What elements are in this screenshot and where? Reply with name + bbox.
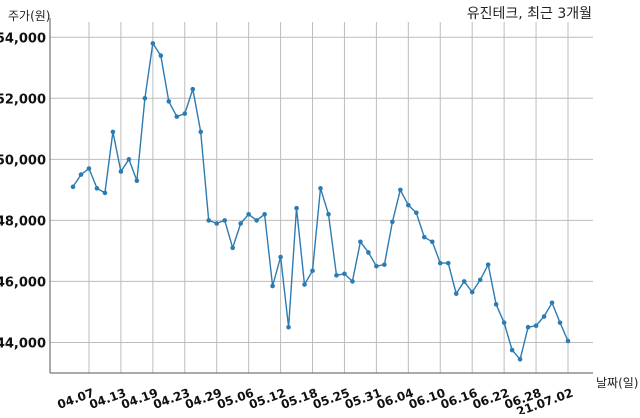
data-point xyxy=(485,262,491,267)
data-point xyxy=(150,41,156,46)
data-point xyxy=(310,268,315,274)
data-point xyxy=(493,302,499,307)
data-point xyxy=(509,347,515,353)
data-point xyxy=(517,356,523,362)
price-line xyxy=(72,42,569,360)
data-point xyxy=(382,262,387,267)
data-point xyxy=(469,289,475,295)
y-axis-label: 주가(원) xyxy=(8,9,50,23)
data-point xyxy=(174,114,180,119)
data-point xyxy=(334,273,339,278)
data-point xyxy=(182,111,188,116)
data-point xyxy=(358,239,363,245)
data-point xyxy=(78,172,84,177)
data-point xyxy=(453,291,459,296)
data-point xyxy=(429,239,435,245)
data-point xyxy=(501,320,507,325)
x-axis-label: 날짜(일) xyxy=(596,376,638,390)
data-point xyxy=(118,169,124,174)
data-point xyxy=(350,279,355,284)
data-point xyxy=(461,279,467,284)
y-tick-label: 46,000 xyxy=(0,275,46,290)
data-point xyxy=(142,96,148,101)
data-point xyxy=(278,254,283,260)
y-tick-label: 50,000 xyxy=(0,153,46,168)
y-tick-label: 54,000 xyxy=(0,31,46,46)
y-tick-label: 48,000 xyxy=(0,214,46,229)
data-point xyxy=(94,186,100,191)
data-point xyxy=(166,99,172,104)
data-point xyxy=(198,129,204,135)
chart-title: 유진테크, 최근 3개월 xyxy=(467,6,592,22)
data-point xyxy=(262,211,267,217)
data-point xyxy=(437,260,443,266)
data-point xyxy=(326,211,331,217)
data-point xyxy=(421,234,427,240)
data-point xyxy=(414,210,419,216)
data-point xyxy=(246,211,251,217)
y-tick-label: 52,000 xyxy=(0,92,46,107)
data-point xyxy=(222,218,227,223)
data-point xyxy=(557,320,563,325)
data-point xyxy=(70,184,76,190)
data-point xyxy=(86,166,92,171)
data-point xyxy=(102,190,108,196)
data-point xyxy=(525,324,531,330)
data-point xyxy=(477,277,483,283)
data-point xyxy=(238,221,243,226)
data-point xyxy=(318,186,323,191)
data-point xyxy=(565,338,571,344)
data-point xyxy=(286,324,291,330)
data-point xyxy=(533,323,539,328)
data-point xyxy=(230,245,235,251)
data-point xyxy=(294,205,299,211)
data-point xyxy=(366,250,371,255)
data-point xyxy=(549,300,555,306)
data-point xyxy=(342,271,347,277)
data-point xyxy=(541,314,547,319)
data-point xyxy=(302,282,307,287)
data-point xyxy=(126,157,132,162)
data-point xyxy=(445,260,451,266)
data-point xyxy=(214,221,220,226)
data-point xyxy=(206,218,212,223)
data-point xyxy=(406,202,411,208)
data-point xyxy=(390,219,395,225)
y-tick-label: 44,000 xyxy=(0,336,46,351)
data-point xyxy=(398,187,403,193)
data-point xyxy=(270,283,275,289)
data-point xyxy=(158,53,164,58)
data-point xyxy=(254,218,259,223)
data-point xyxy=(374,263,379,269)
data-point xyxy=(134,178,140,184)
data-point xyxy=(190,86,196,92)
data-point xyxy=(110,129,116,135)
